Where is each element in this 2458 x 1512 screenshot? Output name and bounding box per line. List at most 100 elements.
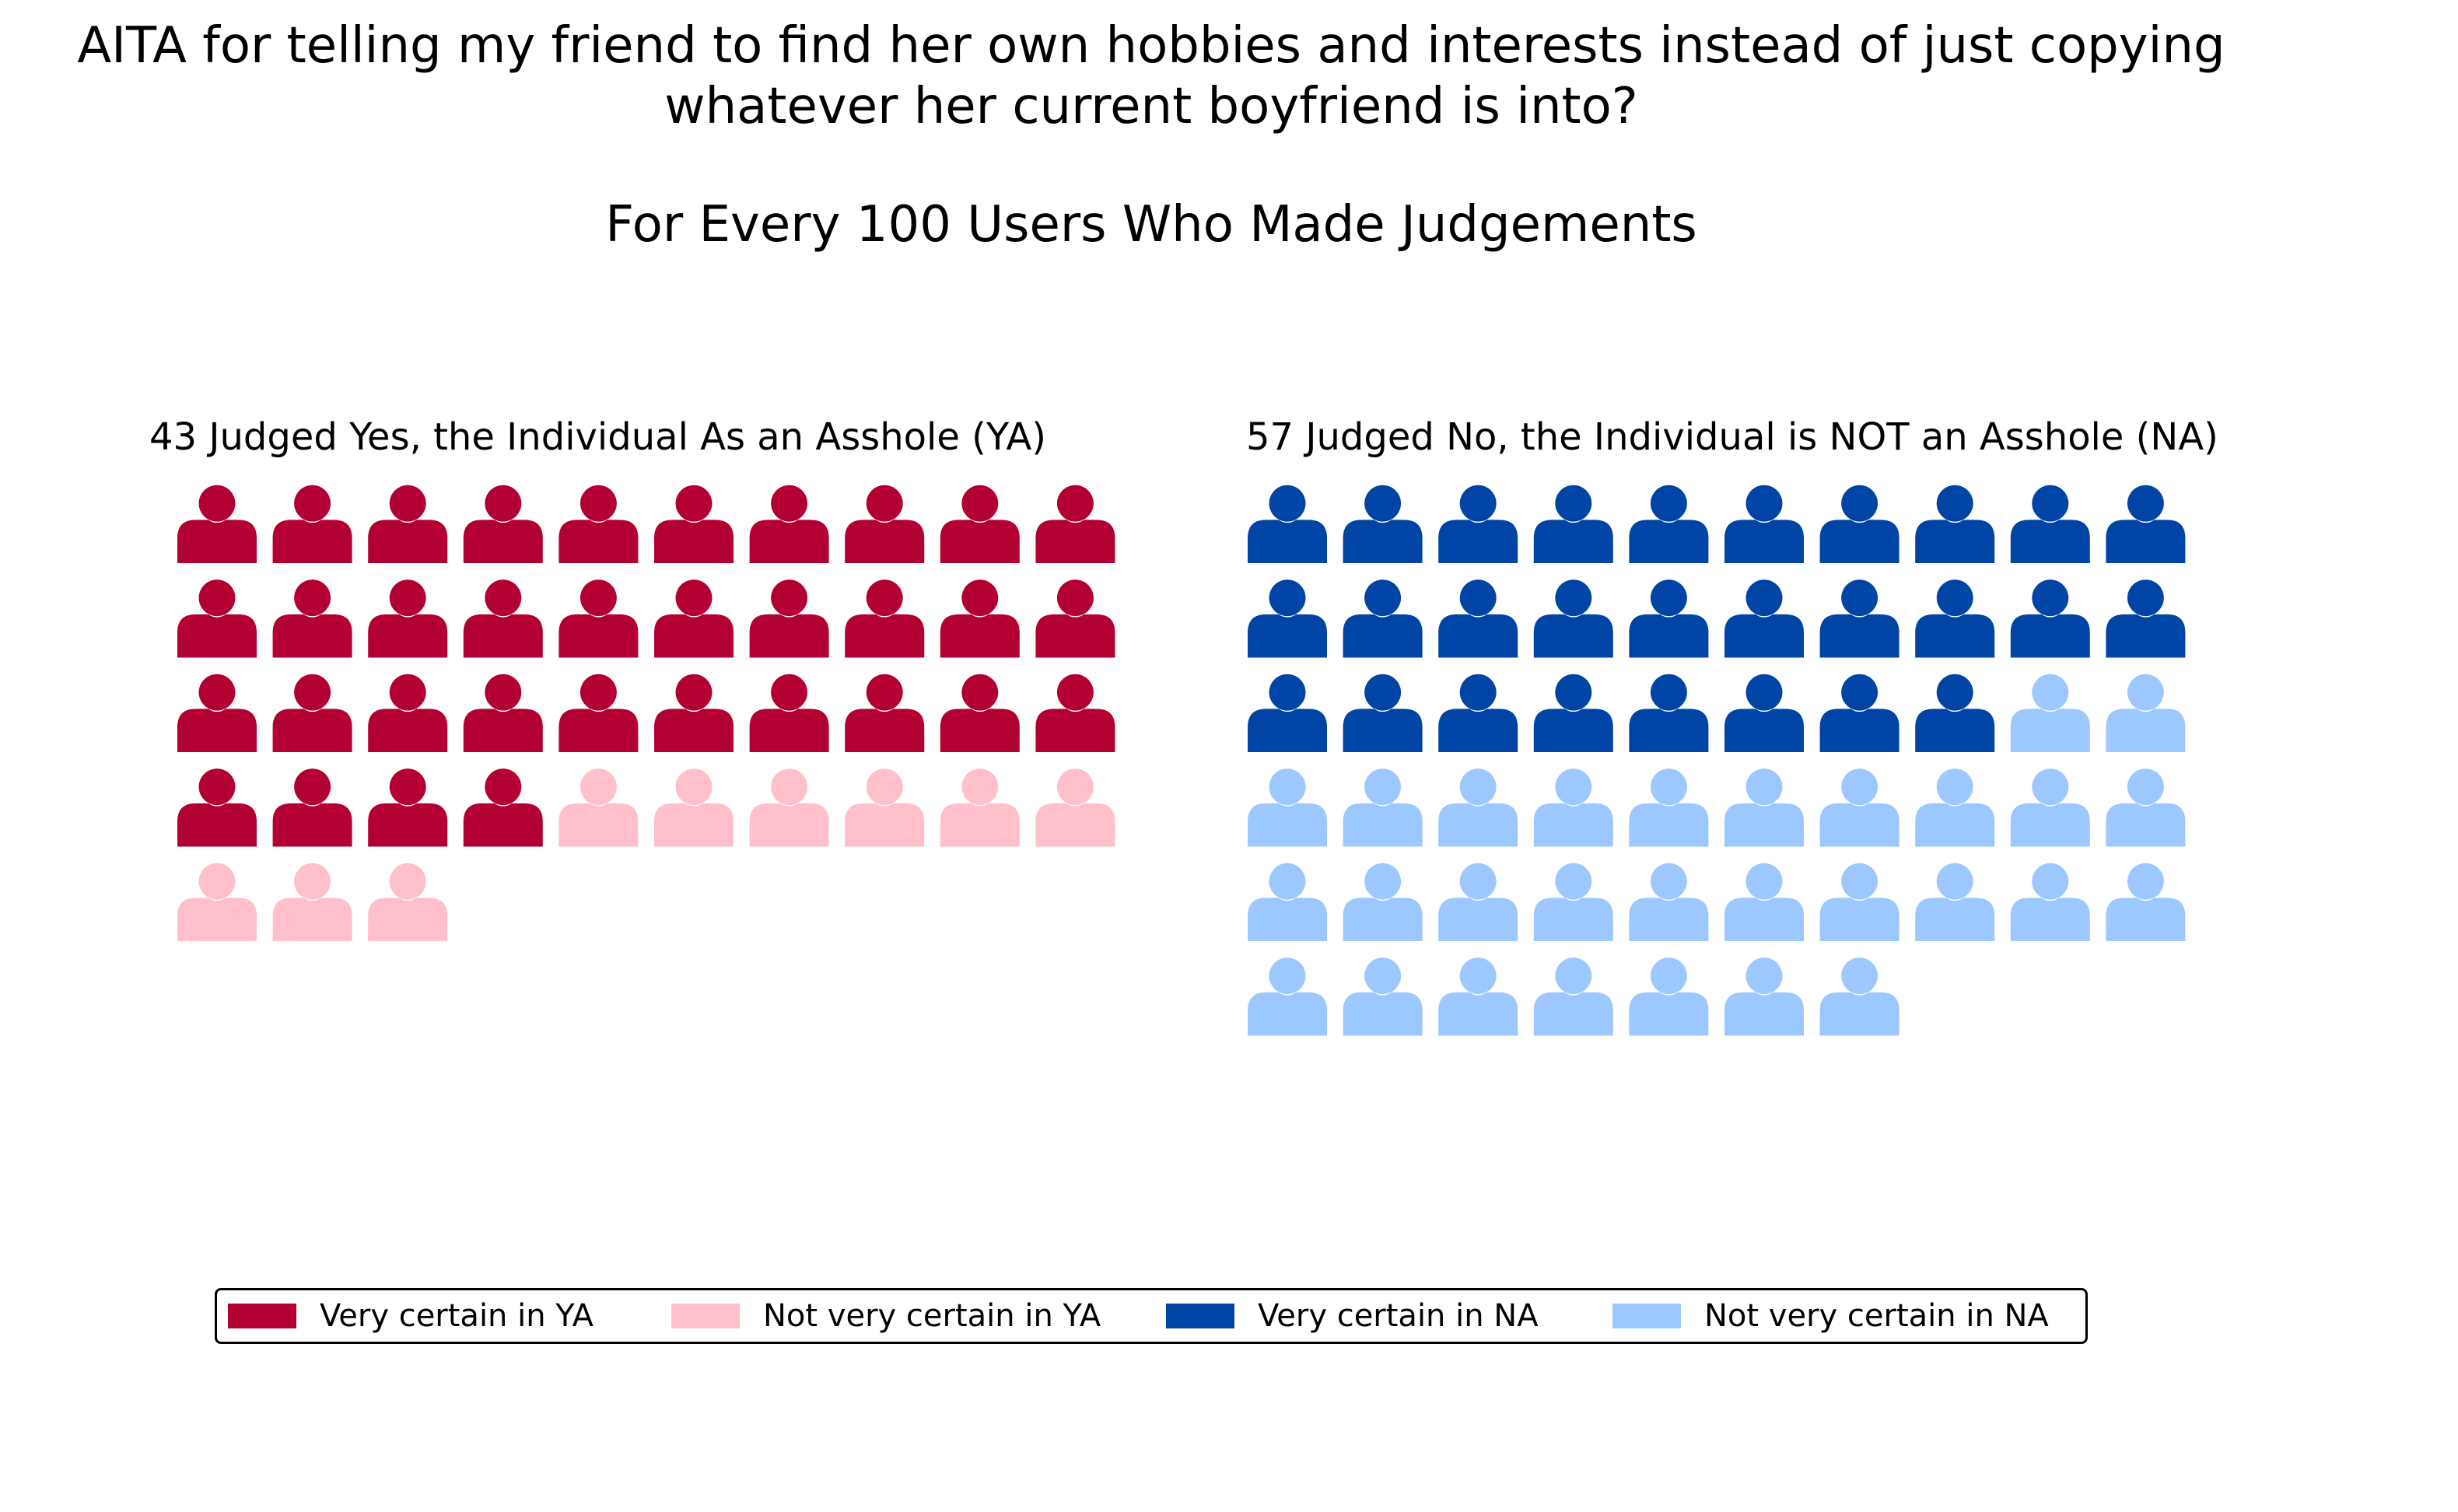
person-icon-very-certain-in-ya — [654, 485, 734, 563]
person-icon-very-certain-in-ya — [463, 674, 543, 752]
person-icon-body — [845, 803, 925, 847]
person-icon-head — [1269, 579, 1306, 617]
person-icon-body — [368, 614, 448, 658]
person-icon-very-certain-in-na — [1248, 674, 1327, 752]
person-icon-body — [272, 709, 352, 752]
person-icon-body — [1533, 520, 1613, 563]
person-icon-head — [1745, 579, 1783, 617]
person-icon-head — [294, 674, 331, 711]
person-icon-body — [1915, 614, 1995, 658]
person-icon-not-very-certain-in-na — [1533, 863, 1613, 941]
person-icon-head — [485, 579, 522, 617]
person-icon-head — [1936, 485, 1973, 522]
person-icon-body — [1533, 898, 1613, 941]
person-icon-head — [1269, 674, 1306, 711]
person-icon-head — [2032, 485, 2069, 522]
person-icon-body — [1629, 709, 1709, 752]
person-icon-very-certain-in-na — [1629, 579, 1709, 658]
person-icon-body — [272, 520, 352, 563]
person-icon-very-certain-in-na — [1819, 674, 1900, 752]
person-icon-body — [2010, 709, 2090, 752]
person-icon-body — [1343, 520, 1423, 563]
person-icon-very-certain-in-na — [1248, 579, 1327, 658]
person-icon-head — [485, 485, 522, 522]
person-icon-head — [1745, 485, 1783, 522]
person-icon-body — [1629, 898, 1709, 941]
person-icon-body — [1438, 520, 1518, 563]
person-icon-very-certain-in-na — [2106, 579, 2186, 658]
person-icon-very-certain-in-na — [1533, 485, 1613, 563]
person-icon-very-certain-in-ya — [463, 768, 543, 847]
person-icon-head — [294, 579, 331, 617]
person-icon-very-certain-in-ya — [272, 579, 352, 658]
person-icon-body — [1724, 992, 1804, 1036]
person-icon-head — [1555, 768, 1592, 806]
person-icon-not-very-certain-in-na — [2106, 863, 2186, 941]
person-icon-not-very-certain-in-na — [1724, 863, 1804, 941]
person-icon-head — [579, 768, 617, 806]
person-icon-head — [198, 579, 236, 617]
person-icon-very-certain-in-na — [1819, 485, 1900, 563]
person-icon-not-very-certain-in-na — [2010, 768, 2090, 847]
person-icon-very-certain-in-ya — [177, 768, 257, 847]
person-icon-head — [1555, 485, 1592, 522]
person-icon-very-certain-in-ya — [940, 674, 1020, 752]
person-icon-head — [1841, 957, 1879, 995]
person-icon-body — [1343, 709, 1423, 752]
person-icon-body — [1035, 614, 1115, 658]
person-icon-very-certain-in-ya — [463, 485, 543, 563]
person-icon-body — [2106, 803, 2186, 847]
person-icon-body — [1248, 520, 1327, 563]
person-icon-body — [749, 803, 829, 847]
person-icon-very-certain-in-na — [2106, 485, 2186, 563]
person-icon-very-certain-in-na — [1724, 485, 1804, 563]
person-icon-body — [2106, 520, 2186, 563]
person-icon-head — [1459, 957, 1497, 995]
icon-group-ya — [177, 485, 1115, 941]
person-icon-head — [675, 485, 713, 522]
person-icon-not-very-certain-in-na — [1248, 957, 1327, 1036]
person-icon-head — [485, 768, 522, 806]
person-icon-head — [1650, 957, 1687, 995]
person-icon-head — [1745, 957, 1783, 995]
person-icon-head — [579, 674, 617, 711]
person-icon-head — [675, 674, 713, 711]
person-icon-head — [1459, 768, 1497, 806]
person-icon-not-very-certain-in-na — [1438, 957, 1518, 1036]
person-icon-body — [558, 520, 639, 563]
person-icon-body — [749, 709, 829, 752]
person-icon-body — [558, 614, 639, 658]
person-icon-head — [866, 674, 903, 711]
person-icon-not-very-certain-in-ya — [654, 768, 734, 847]
person-icon-not-very-certain-in-na — [1819, 863, 1900, 941]
person-icon-very-certain-in-na — [1915, 674, 1995, 752]
person-icon-body — [177, 709, 257, 752]
person-icon-body — [2106, 614, 2186, 658]
person-icon-very-certain-in-na — [1438, 485, 1518, 563]
person-icon-not-very-certain-in-ya — [845, 768, 925, 847]
person-icon-not-very-certain-in-na — [2106, 674, 2186, 752]
person-icon-very-certain-in-ya — [558, 485, 639, 563]
person-icon-body — [1915, 520, 1995, 563]
person-icon-body — [1819, 709, 1900, 752]
person-icon-head — [1936, 863, 1973, 900]
person-icon-head — [1364, 957, 1402, 995]
person-icon-head — [1269, 863, 1306, 900]
person-icon-head — [1650, 485, 1687, 522]
person-icon-very-certain-in-na — [1819, 579, 1900, 658]
person-icon-head — [1841, 485, 1879, 522]
person-icon-body — [1438, 898, 1518, 941]
person-icon-body — [845, 614, 925, 658]
person-icon-not-very-certain-in-na — [1629, 863, 1709, 941]
person-icon-body — [2010, 520, 2090, 563]
person-icon-very-certain-in-ya — [272, 768, 352, 847]
person-icon-body — [749, 614, 829, 658]
person-icon-not-very-certain-in-ya — [749, 768, 829, 847]
person-icon-not-very-certain-in-ya — [558, 768, 639, 847]
person-icon-body — [1035, 803, 1115, 847]
person-icon-body — [1819, 992, 1900, 1036]
person-icon-not-very-certain-in-ya — [368, 863, 448, 941]
person-icon-head — [1555, 579, 1592, 617]
person-icon-very-certain-in-na — [2010, 485, 2090, 563]
